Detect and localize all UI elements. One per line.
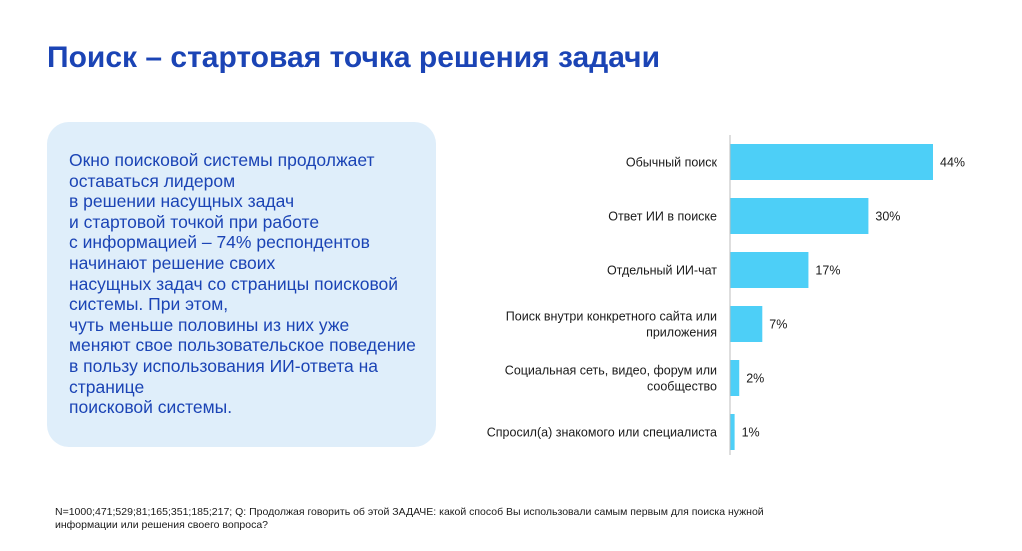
value-label: 17% — [815, 264, 840, 278]
footnote-line: информации или решения своего вопроса? — [55, 519, 269, 531]
summary-text: Окно поисковой системы продолжает остава… — [69, 150, 416, 418]
category-label: приложения — [646, 326, 717, 340]
value-label: 44% — [940, 156, 965, 170]
summary-line: в решении насущных задач — [69, 191, 295, 212]
bar — [730, 198, 869, 234]
category-label: сообщество — [647, 380, 717, 394]
summary-line: меняют свое пользовательское поведение — [69, 335, 416, 356]
summary-line: оставаться лидером — [69, 170, 236, 191]
category-label: Обычный поиск — [626, 156, 718, 170]
value-label: 1% — [742, 426, 760, 440]
summary-line: поисковой системы. — [69, 397, 233, 418]
summary-line: странице — [69, 376, 145, 397]
summary-line: в пользу использования ИИ-ответа на — [69, 355, 379, 376]
summary-line: системы. При этом, — [69, 294, 229, 315]
bar — [730, 414, 735, 450]
summary-line: чуть меньше половины из них уже — [69, 314, 350, 335]
category-label: Поиск внутри конкретного сайта или — [506, 310, 717, 324]
summary-line: Окно поисковой системы продолжает — [69, 150, 375, 170]
bar — [730, 306, 763, 342]
category-label: Отдельный ИИ-чат — [607, 264, 717, 278]
summary-line: с информацией – 74% респондентов — [69, 232, 370, 253]
summary-line: насущных задач со страницы поисковой — [69, 273, 399, 294]
page-title: Поиск – стартовая точка решения задачи — [47, 41, 661, 74]
bar — [730, 144, 933, 180]
footnote: N=1000;471;529;81;165;351;185;217; Q: Пр… — [55, 506, 855, 532]
summary-line: начинают решение своих — [69, 252, 276, 273]
category-label: Социальная сеть, видео, форум или — [505, 364, 717, 378]
category-label: Спросил(а) знакомого или специалиста — [487, 426, 717, 440]
value-label: 30% — [875, 210, 900, 224]
summary-line: и стартовой точкой при работе — [69, 211, 320, 232]
summary-callout: Окно поисковой системы продолжает остава… — [47, 122, 436, 447]
value-label: 7% — [769, 318, 787, 332]
value-label: 2% — [746, 372, 764, 386]
bar — [730, 360, 740, 396]
footnote-line: N=1000;471;529;81;165;351;185;217; Q: Пр… — [55, 506, 764, 518]
bar — [730, 252, 809, 288]
category-label: Ответ ИИ в поиске — [608, 210, 717, 224]
bar-chart: 44% Обычный поиск 30% Ответ ИИ в поиске 17% О… — [487, 135, 965, 455]
